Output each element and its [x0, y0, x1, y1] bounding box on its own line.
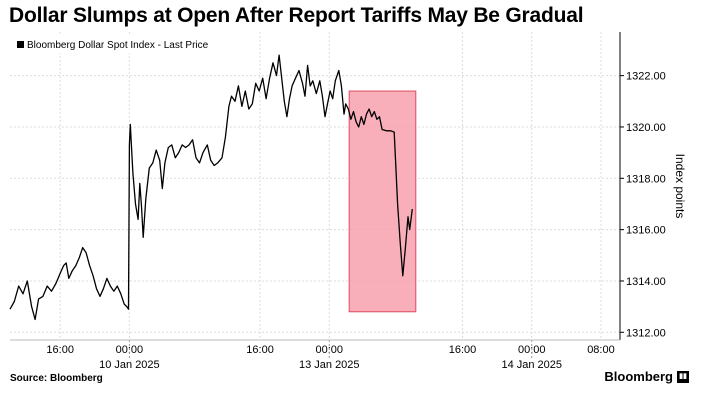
- y-tick-label: 1322.00: [626, 71, 666, 83]
- highlight-box: [348, 90, 417, 313]
- legend-background: [12, 36, 220, 53]
- x-tick-label: 08:00: [587, 344, 615, 356]
- x-tick-label: 16:00: [246, 344, 274, 356]
- legend-label: Bloomberg Dollar Spot Index - Last Price: [27, 40, 209, 51]
- y-tick-label: 1312.00: [626, 327, 666, 339]
- y-tick-label: 1316.00: [626, 225, 666, 237]
- bloomberg-logo: Bloomberg ▮▮: [604, 369, 689, 384]
- x-tick-label: 16:00: [449, 344, 477, 356]
- chart-title: Dollar Slumps at Open After Report Tarif…: [9, 4, 584, 27]
- y-axis-label: Index points: [673, 154, 687, 219]
- axes: 1312.00 1314.00 1316.00 1318.00 1320.00 1322.…: [10, 32, 666, 371]
- source-note: Source: Bloomberg: [10, 373, 103, 384]
- legend: Bloomberg Dollar Spot Index - Last Price: [12, 36, 220, 53]
- y-tick-label: 1318.00: [626, 173, 666, 185]
- gridlines: [10, 32, 620, 340]
- series-line-layer: [9, 54, 413, 321]
- bloomberg-wordmark: Bloomberg: [604, 369, 673, 384]
- y-tick-label: 1314.00: [626, 276, 666, 288]
- highlight-region: [348, 90, 417, 313]
- legend-swatch: [17, 41, 24, 48]
- series-line: [9, 54, 413, 321]
- y-tick-label: 1320.00: [626, 122, 666, 134]
- date-label: 14 Jan 2025: [501, 359, 562, 371]
- x-tick-label: 16:00: [46, 344, 74, 356]
- bloomberg-terminal-icon: ▮▮: [677, 370, 689, 383]
- date-label: 10 Jan 2025: [99, 359, 160, 371]
- date-label: 13 Jan 2025: [299, 359, 360, 371]
